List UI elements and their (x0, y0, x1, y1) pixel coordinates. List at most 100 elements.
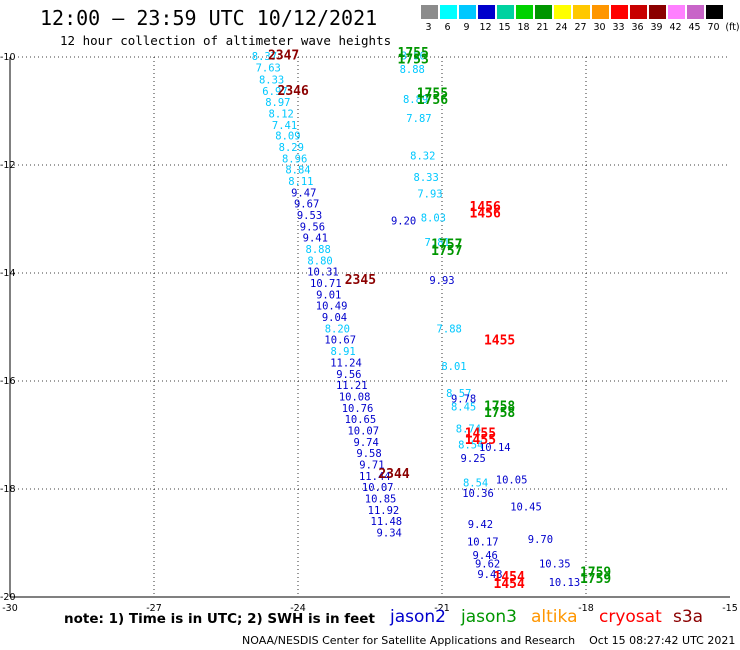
legend-swatch (573, 5, 590, 19)
data-point-label: 8.01 (441, 361, 466, 373)
data-point-label: 9.56 (336, 369, 361, 381)
data-point-label: 8.09 (275, 131, 300, 143)
data-point-label: 9.58 (356, 448, 381, 460)
data-point-label: 10.17 (467, 537, 499, 549)
time-label: 1454 (494, 570, 525, 585)
data-point-label: 8.33 (414, 172, 439, 184)
data-point-label: 8.33 (259, 74, 284, 86)
data-point-label: 10.07 (347, 425, 379, 437)
data-point-label: 8.96 (282, 153, 307, 165)
time-label: 1753 (398, 52, 429, 67)
legend-swatch (478, 5, 495, 19)
data-point-label: 8.74 (456, 423, 481, 435)
satellite-label-jason2: jason2 (390, 607, 446, 627)
data-point-label: 10.71 (310, 278, 342, 290)
legend-label: 33 (612, 22, 625, 33)
data-point-label: 7.88 (437, 323, 462, 335)
legend-swatch (687, 5, 704, 19)
data-point-label: 9.67 (294, 199, 319, 211)
data-point-label: 9.42 (468, 519, 493, 531)
chart-subtitle: 12 hour collection of altimeter wave hei… (60, 33, 392, 48)
time-label: 1456 (470, 200, 501, 215)
legend-swatch (706, 5, 723, 19)
y-tick-label: -20 (0, 592, 16, 603)
data-point-label: 8.89 (403, 94, 428, 106)
data-point-label: 11.21 (336, 380, 368, 392)
data-point-label: 9.43 (477, 569, 502, 581)
legend-label: 15 (498, 22, 511, 33)
data-point-label: 8.12 (269, 108, 294, 120)
legend-label: 39 (650, 22, 663, 33)
data-point-label: 10.85 (365, 494, 397, 506)
data-point-label: 10.45 (510, 502, 542, 514)
legend-swatch (668, 5, 685, 19)
y-tick-label: -12 (0, 160, 16, 171)
time-label: 1758 (484, 406, 515, 421)
legend-swatch (535, 5, 552, 19)
time-label: 1454 (494, 577, 525, 592)
legend-label: 45 (688, 22, 701, 33)
data-point-label: 8.32 (410, 151, 435, 163)
legend-label: 36 (631, 22, 644, 33)
footnote: note: 1) Time is in UTC; 2) SWH is in fe… (64, 611, 375, 627)
legend-label: 27 (574, 22, 587, 33)
data-point-label: 8.54 (463, 477, 488, 489)
data-point-label: 9.71 (359, 459, 384, 471)
data-point-label: 8.11 (288, 176, 313, 188)
x-tick-label: -15 (722, 603, 738, 614)
x-tick-label: -27 (146, 603, 162, 614)
data-point-label: 8.20 (325, 323, 350, 335)
data-point-label: 8.57 (446, 388, 471, 400)
y-tick-label: -14 (0, 268, 16, 279)
data-point-label: 10.05 (496, 475, 528, 487)
data-point-label: 10.67 (324, 335, 356, 347)
data-point-label: 9.04 (322, 312, 347, 324)
x-tick-label: -24 (290, 603, 306, 614)
data-point-label: 7.87 (406, 113, 431, 125)
data-point-label: 9.70 (528, 534, 553, 546)
data-point-label: 11.44 (359, 471, 391, 483)
data-point-label: 9.78 (451, 394, 476, 406)
legend-label: 24 (555, 22, 568, 33)
legend-swatch (440, 5, 457, 19)
data-point-label: 8.03 (421, 213, 446, 225)
time-label: 1757 (431, 244, 462, 259)
time-label: 1757 (431, 238, 462, 253)
data-point-label: 9.20 (391, 215, 416, 227)
data-point-label: 10.65 (345, 414, 377, 426)
time-label: 1759 (580, 572, 611, 587)
data-point-label: 10.76 (342, 403, 374, 415)
time-label: 1455 (465, 427, 496, 442)
legend-swatch (421, 5, 438, 19)
data-point-label: 8.97 (265, 97, 290, 109)
time-label: 1756 (417, 93, 448, 108)
data-point-label: 10.08 (339, 391, 371, 403)
data-point-label: 9.74 (354, 437, 379, 449)
satellite-label-cryosat: cryosat (599, 607, 662, 627)
legend-label: 21 (536, 22, 549, 33)
legend-swatch (554, 5, 571, 19)
legend-swatch (630, 5, 647, 19)
data-point-label: 9.62 (475, 558, 500, 570)
legend-label: 70 (707, 22, 720, 33)
data-point-label: 6.97 (262, 86, 287, 98)
data-point-label: 8.88 (306, 244, 331, 256)
data-point-label: 7.93 (417, 188, 442, 200)
legend-label: 42 (669, 22, 682, 33)
legend-label: 18 (517, 22, 530, 33)
data-point-label: 9.53 (297, 210, 322, 222)
data-point-label: 8.88 (400, 64, 425, 76)
time-label: 1758 (484, 400, 515, 415)
legend-swatch (611, 5, 628, 19)
data-point-label: 8.54 (458, 440, 483, 452)
satellite-label-s3a: s3a (673, 607, 704, 627)
time-label: 2347 (268, 49, 299, 64)
legend-label: (ft) (725, 22, 740, 33)
data-point-label: 11.24 (330, 357, 362, 369)
legend-swatch (516, 5, 533, 19)
time-label: 1759 (580, 565, 611, 580)
chart-title: 12:00 – 23:59 UTC 10/12/2021 (40, 6, 378, 30)
legend-label: 30 (593, 22, 606, 33)
y-tick-label: -10 (0, 52, 16, 63)
